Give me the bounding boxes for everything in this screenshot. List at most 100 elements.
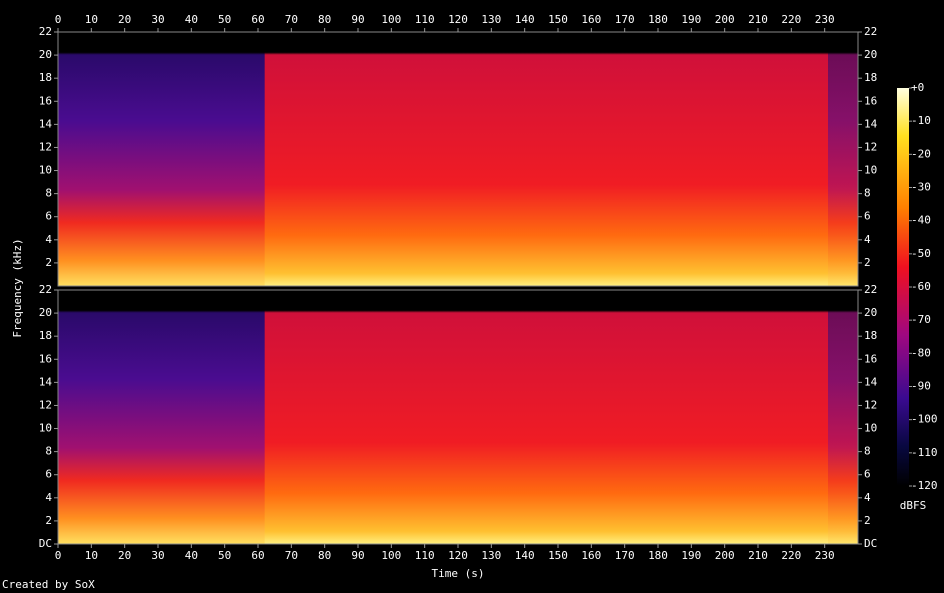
x-tick-label-bottom: 130	[481, 549, 501, 562]
x-tick-label: 90	[351, 13, 364, 26]
y-tick-label-right: 4	[864, 491, 871, 504]
x-tick-label-bottom: 80	[318, 549, 331, 562]
y-tick-label-right: 12	[864, 140, 877, 153]
y-tick-label: 6	[45, 210, 52, 223]
x-tick-label-bottom: 160	[581, 549, 601, 562]
y-tick-label-right: 18	[864, 329, 877, 342]
x-tick-label: 160	[581, 13, 601, 26]
x-tick-label: 80	[318, 13, 331, 26]
colorbar-tick-label: -10	[911, 114, 931, 127]
y-tick-label-right: 14	[864, 117, 878, 130]
x-tick-label: 180	[648, 13, 668, 26]
y-tick-label-right: 18	[864, 71, 877, 84]
x-tick-label: 220	[781, 13, 801, 26]
y-tick-label-right: 14	[864, 375, 878, 388]
colorbar-tick-label: -80	[911, 346, 931, 359]
colorbar-tick-label: -110	[911, 446, 938, 459]
y-tick-label-right: DC	[864, 537, 877, 550]
y-tick-label-right: 8	[864, 445, 871, 458]
y-tick-label: 4	[45, 491, 52, 504]
x-tick-label: 70	[285, 13, 298, 26]
x-tick-label: 10	[85, 13, 98, 26]
x-tick-label: 170	[615, 13, 635, 26]
y-tick-label: 2	[45, 514, 52, 527]
y-tick-label-right: 22	[864, 25, 877, 38]
x-tick-label: 40	[185, 13, 198, 26]
x-tick-label: 20	[118, 13, 131, 26]
colorbar-tick-label: +0	[911, 81, 924, 94]
x-tick-label-bottom: 190	[681, 549, 701, 562]
x-tick-label-bottom: 110	[415, 549, 435, 562]
x-tick-label: 50	[218, 13, 231, 26]
y-tick-label: 10	[39, 422, 52, 435]
x-tick-label-bottom: 50	[218, 549, 231, 562]
y-tick-label: 8	[45, 187, 52, 200]
x-tick-label: 230	[815, 13, 835, 26]
colorbar-tick-label: -30	[911, 181, 931, 194]
x-tick-label: 210	[748, 13, 768, 26]
y-tick-label: DC	[39, 537, 52, 550]
colorbar-label: dBFS	[900, 499, 927, 512]
y-tick-label: 12	[39, 398, 52, 411]
colorbar-tick-label: -50	[911, 247, 931, 260]
y-tick-label: 18	[39, 329, 52, 342]
colorbar	[897, 88, 909, 486]
y-tick-label: 8	[45, 445, 52, 458]
y-tick-label: 20	[39, 306, 52, 319]
spectrogram-fade	[828, 290, 858, 544]
x-tick-label: 150	[548, 13, 568, 26]
x-tick-label-bottom: 180	[648, 549, 668, 562]
y-tick-label-right: 16	[864, 352, 877, 365]
y-tick-label: 22	[39, 283, 52, 296]
x-tick-label: 190	[681, 13, 701, 26]
x-tick-label-bottom: 70	[285, 549, 298, 562]
x-tick-label-bottom: 90	[351, 549, 364, 562]
y-tick-label: 6	[45, 468, 52, 481]
x-tick-label: 0	[55, 13, 62, 26]
y-tick-label-right: 20	[864, 48, 877, 61]
y-tick-label-right: 8	[864, 187, 871, 200]
y-tick-label: 18	[39, 71, 52, 84]
x-axis-label: Time (s)	[432, 567, 485, 580]
x-tick-label: 60	[251, 13, 264, 26]
x-tick-label: 130	[481, 13, 501, 26]
x-tick-label: 140	[515, 13, 535, 26]
footer: Created by SoX	[2, 578, 95, 591]
colorbar-tick-label: -70	[911, 313, 931, 326]
colorbar-tick-label: -60	[911, 280, 931, 293]
x-tick-label-bottom: 60	[251, 549, 264, 562]
colorbar-tick-label: -40	[911, 214, 931, 227]
y-tick-label: 10	[39, 164, 52, 177]
x-tick-label: 200	[715, 13, 735, 26]
y-tick-label-right: 12	[864, 398, 877, 411]
y-tick-label-right: 22	[864, 283, 877, 296]
colorbar-tick-label: -100	[911, 413, 938, 426]
y-tick-label: 2	[45, 256, 52, 269]
x-tick-label-bottom: 100	[381, 549, 401, 562]
y-tick-label: 4	[45, 233, 52, 246]
y-tick-label-right: 6	[864, 210, 871, 223]
x-tick-label: 100	[381, 13, 401, 26]
colorbar-tick-label: -90	[911, 380, 931, 393]
x-tick-label-bottom: 230	[815, 549, 835, 562]
x-tick-label-bottom: 220	[781, 549, 801, 562]
colorbar-tick-label: -120	[911, 479, 938, 492]
y-tick-label-right: 2	[864, 514, 871, 527]
x-tick-label-bottom: 120	[448, 549, 468, 562]
y-tick-label: 16	[39, 352, 52, 365]
x-tick-label-bottom: 200	[715, 549, 735, 562]
y-tick-label: 16	[39, 94, 52, 107]
x-tick-label-bottom: 30	[151, 549, 164, 562]
y-tick-label-right: 6	[864, 468, 871, 481]
x-tick-label: 30	[151, 13, 164, 26]
colorbar-tick-label: -20	[911, 147, 931, 160]
spectrogram-quiet	[58, 290, 265, 544]
spectrogram-quiet	[58, 32, 265, 286]
x-tick-label-bottom: 170	[615, 549, 635, 562]
x-tick-label-bottom: 150	[548, 549, 568, 562]
y-tick-label: 22	[39, 25, 52, 38]
x-tick-label-bottom: 40	[185, 549, 198, 562]
x-tick-label-bottom: 0	[55, 549, 62, 562]
y-tick-label-right: 4	[864, 233, 871, 246]
